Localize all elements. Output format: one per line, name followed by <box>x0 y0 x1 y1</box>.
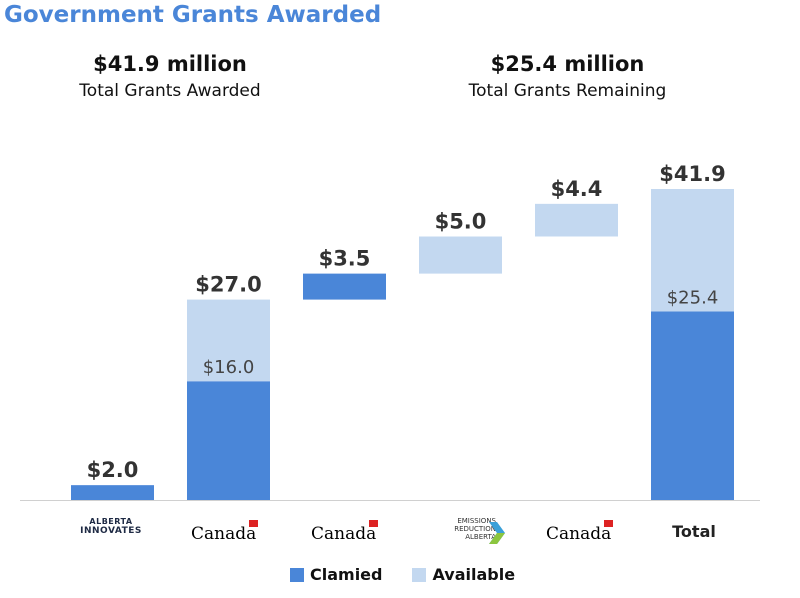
canada-label-2: Canada <box>311 524 377 544</box>
bar-top-label-4: $4.4 <box>551 177 603 201</box>
bar-available-5 <box>651 189 734 312</box>
legend-claimed: Clamied <box>290 565 382 584</box>
legend-available-swatch <box>412 567 427 582</box>
canada-wordmark-2: Canada <box>311 520 379 544</box>
kpi-awarded-amount: $41.9 million <box>93 52 247 76</box>
alberta-innovates-logo: ALBERTA INNOVATES <box>74 517 148 536</box>
legend-claimed-swatch <box>290 567 304 582</box>
alberta-logo-line2: INNOVATES <box>80 526 142 536</box>
bar-top-label-2: $3.5 <box>319 247 371 271</box>
canada-flag-icon <box>604 520 614 527</box>
bar-claimed-1 <box>187 381 270 500</box>
kpi-awarded-label: Total Grants Awarded <box>79 81 261 101</box>
era-arrow-icon <box>489 522 505 544</box>
canada-wordmark-3: Canada <box>546 520 614 544</box>
chart-legend: Clamied Available <box>290 565 515 584</box>
chart-title: Government Grants Awarded <box>4 2 382 28</box>
era-line1: EMISSIONS <box>457 517 496 525</box>
bar-claimed-2 <box>303 273 386 300</box>
canada-wordmark-1: Canada <box>191 520 259 544</box>
bar-top-label-5: $41.9 <box>659 162 725 186</box>
legend-available-label: Available <box>432 565 516 584</box>
kpi-total-remaining: $25.4 million Total Grants Remaining <box>420 50 715 104</box>
bar-inner-label-1: $16.0 <box>203 357 255 378</box>
bar-inner-label-5: $25.4 <box>667 287 719 308</box>
emissions-reduction-alberta-logo: EMISSIONS REDUCTION ALBERTA <box>436 517 496 541</box>
bar-available-3 <box>419 236 502 274</box>
bar-claimed-0 <box>71 485 154 500</box>
bar-available-4 <box>535 203 618 237</box>
legend-claimed-label: Clamied <box>310 565 383 584</box>
kpi-total-awarded: $41.9 million Total Grants Awarded <box>40 50 300 104</box>
bar-top-label-3: $5.0 <box>435 210 487 234</box>
kpi-remaining-label: Total Grants Remaining <box>468 81 667 101</box>
canada-label-1: Canada <box>191 524 257 544</box>
era-line3: ALBERTA <box>465 533 496 541</box>
bar-available-1 <box>187 299 270 382</box>
canada-flag-icon <box>369 520 379 527</box>
canada-label-3: Canada <box>546 524 612 544</box>
canada-flag-icon <box>249 520 259 527</box>
era-line2: REDUCTION <box>454 525 496 533</box>
legend-available: Available <box>412 565 515 584</box>
total-label: Total <box>672 522 716 541</box>
bar-claimed-5 <box>651 311 734 500</box>
bar-top-label-1: $27.0 <box>195 273 261 297</box>
alberta-logo-line1: ALBERTA <box>89 517 133 526</box>
bar-top-label-0: $2.0 <box>87 458 139 482</box>
kpi-remaining-amount: $25.4 million <box>490 52 645 76</box>
